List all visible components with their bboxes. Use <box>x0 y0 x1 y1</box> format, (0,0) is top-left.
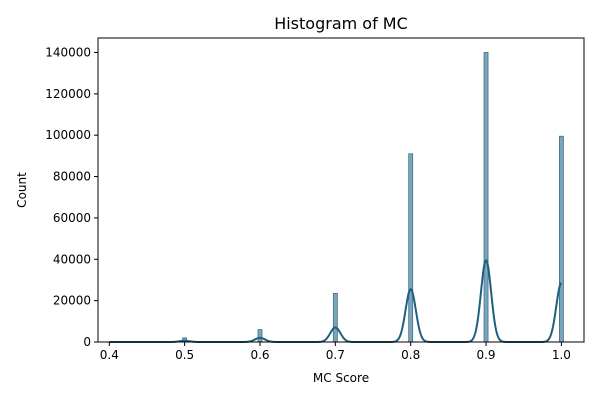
histogram-bar-1 <box>257 329 263 343</box>
x-tick-label: 1.0 <box>552 348 571 362</box>
kde-layer <box>109 259 562 343</box>
x-tick-label: 0.7 <box>326 348 345 362</box>
y-tick-label: 120000 <box>45 87 91 101</box>
histogram-bar-3 <box>408 153 414 343</box>
x-tick-label: 0.9 <box>476 348 495 362</box>
y-tick-label: 80000 <box>53 170 91 184</box>
x-tick-label: 0.6 <box>250 348 269 362</box>
chart-title: Histogram of MC <box>274 14 408 33</box>
histogram-bar-4 <box>483 52 489 343</box>
x-tick-label: 0.8 <box>401 348 420 362</box>
x-axis-label: MC Score <box>313 371 369 385</box>
bars-layer <box>182 52 564 343</box>
y-tick-label: 60000 <box>53 211 91 225</box>
x-tick-label: 0.5 <box>175 348 194 362</box>
y-tick-label: 140000 <box>45 45 91 59</box>
x-tick-label: 0.4 <box>100 348 119 362</box>
histogram-bar-5 <box>558 135 564 343</box>
y-axis-label: Count <box>15 172 29 208</box>
plot-frame <box>97 37 585 343</box>
kde-curve <box>109 259 562 343</box>
y-tick-label: 0 <box>83 335 91 349</box>
y-tick-label: 40000 <box>53 252 91 266</box>
y-tick-label: 100000 <box>45 128 91 142</box>
x-axis-ticks: 0.4 0.5 0.6 0.7 0.8 0.9 1.0 <box>100 342 571 362</box>
y-axis-ticks: 0 20000 40000 60000 80000 100000 120000 140000 <box>45 45 98 349</box>
y-tick-label: 20000 <box>53 294 91 308</box>
histogram-bar-2 <box>332 293 338 343</box>
